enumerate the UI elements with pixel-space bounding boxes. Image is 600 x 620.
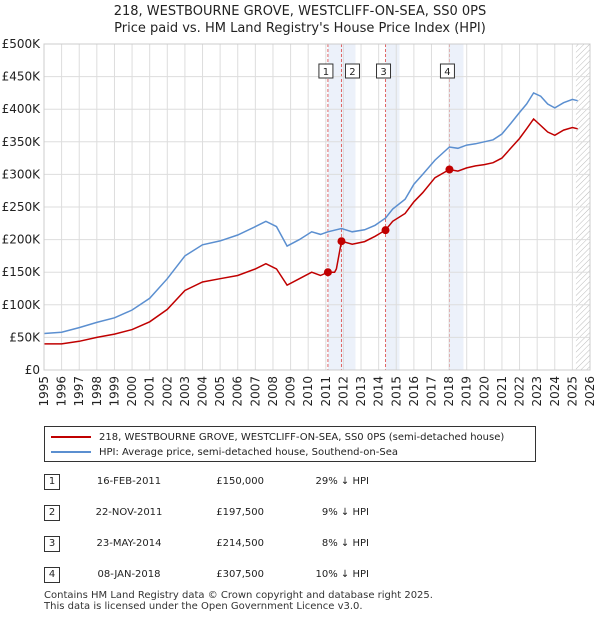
- sale-number-label: 1: [323, 67, 329, 78]
- table-row: 1 16-FEB-2011 £150,000 29% ↓ HPI: [44, 474, 564, 490]
- sale-point: [381, 226, 390, 235]
- y-tick-label: £250K: [2, 200, 42, 214]
- transaction-badge: 3: [44, 536, 60, 552]
- x-tick-label: 2022: [513, 376, 527, 407]
- chart-legend: 218, WESTBOURNE GROVE, WESTCLIFF-ON-SEA,…: [44, 426, 536, 462]
- x-tick-label: 1997: [72, 376, 86, 407]
- x-tick-label: 2020: [477, 376, 491, 407]
- y-tick-label: £350K: [2, 135, 42, 149]
- transaction-hpi-diff: 8% ↓ HPI: [321, 538, 369, 549]
- transaction-date: 08-JAN-2018: [97, 569, 161, 580]
- sale-number-box: [318, 63, 334, 79]
- transaction-badge: 2: [44, 505, 60, 521]
- x-tick-label: 2000: [125, 376, 139, 407]
- x-tick-label: 1996: [55, 376, 69, 407]
- x-tick-label: 2001: [143, 376, 157, 407]
- x-tick-label: 2017: [424, 376, 438, 407]
- x-tick-label: 2006: [231, 376, 245, 407]
- y-tick-label: £100K: [2, 298, 42, 312]
- x-tick-label: 2019: [460, 376, 474, 407]
- property-price-line: [44, 117, 578, 345]
- hpi-line: [43, 91, 578, 335]
- sale-point: [337, 237, 346, 246]
- x-tick-label: 2008: [266, 376, 280, 407]
- sale-point: [445, 165, 454, 174]
- x-tick-label: 1995: [37, 376, 51, 407]
- transaction-hpi-diff: 10% ↓ HPI: [315, 569, 369, 580]
- y-tick-label: £0: [25, 363, 40, 377]
- legend-item-hpi: HPI: Average price, semi-detached house,…: [51, 445, 398, 459]
- y-tick-label: £300K: [2, 167, 42, 181]
- transaction-date: 23-MAY-2014: [96, 538, 162, 549]
- x-tick-label: 2026: [583, 376, 597, 407]
- x-tick-label: 2003: [178, 376, 192, 407]
- x-tick-label: 2012: [336, 376, 350, 407]
- footer-copyright: Contains HM Land Registry data © Crown c…: [44, 590, 433, 601]
- chart-title: 218, WESTBOURNE GROVE, WESTCLIFF-ON-SEA,…: [113, 4, 487, 19]
- x-tick-label: 1998: [90, 376, 104, 407]
- sale-number-label: 3: [380, 67, 386, 78]
- y-tick-label: £50K: [9, 330, 41, 344]
- transaction-hpi-diff: 29% ↓ HPI: [315, 476, 369, 487]
- transaction-price: £214,500: [216, 538, 264, 549]
- x-tick-label: 2004: [196, 376, 210, 407]
- price-chart: 1 2 3 4 £0 £50K £100K £150K £200K £250K £300K £350…: [2, 37, 597, 407]
- x-tick-label: 2021: [495, 376, 509, 407]
- x-tick-label: 2010: [301, 376, 315, 407]
- y-tick-label: £200K: [2, 233, 42, 247]
- x-tick-label: 2002: [160, 376, 174, 407]
- plot-border: [43, 43, 591, 371]
- sale-point: [323, 268, 332, 277]
- x-tick-label: 2023: [530, 376, 544, 407]
- x-tick-label: 2013: [354, 376, 368, 407]
- x-tick-label: 2007: [248, 376, 262, 407]
- x-tick-label: 1999: [107, 376, 121, 407]
- table-row: 3 23-MAY-2014 £214,500 8% ↓ HPI: [44, 536, 564, 552]
- transaction-hpi-diff: 9% ↓ HPI: [321, 507, 369, 518]
- x-tick-label: 2016: [407, 376, 421, 407]
- x-tick-label: 2025: [565, 376, 579, 407]
- x-tick-label: 2011: [319, 376, 333, 407]
- x-tick-label: 2005: [213, 376, 227, 407]
- footer-license: This data is licensed under the Open Gov…: [44, 601, 363, 612]
- sale-number-label: 4: [444, 67, 450, 78]
- x-tick-label: 2015: [389, 376, 403, 407]
- transaction-price: £197,500: [216, 507, 264, 518]
- table-row: 2 22-NOV-2011 £197,500 9% ↓ HPI: [44, 505, 564, 521]
- transaction-date: 22-NOV-2011: [95, 507, 163, 518]
- transaction-price: £150,000: [216, 476, 264, 487]
- footer: Contains HM Land Registry data © Crown c…: [44, 590, 433, 612]
- sale-number-box: [344, 63, 360, 79]
- y-tick-label: £500K: [2, 37, 42, 51]
- x-tick-label: 2018: [442, 376, 456, 407]
- sale-number-box: [439, 63, 455, 79]
- transaction-badge: 1: [44, 474, 60, 490]
- sale-number-box: [376, 63, 392, 79]
- legend-item-property: 218, WESTBOURNE GROVE, WESTCLIFF-ON-SEA,…: [51, 430, 504, 444]
- y-tick-label: £450K: [2, 70, 42, 84]
- legend-label-property: 218, WESTBOURNE GROVE, WESTCLIFF-ON-SEA,…: [99, 431, 505, 443]
- x-tick-label: 2024: [548, 376, 562, 407]
- sale-number-label: 2: [349, 67, 355, 78]
- x-tick-label: 2014: [372, 376, 386, 407]
- transaction-badge: 4: [44, 567, 60, 583]
- legend-swatch-property: [51, 436, 91, 438]
- x-tick-label: 2009: [284, 376, 298, 407]
- legend-swatch-hpi: [51, 451, 91, 453]
- y-tick-label: £150K: [2, 265, 42, 279]
- transaction-date: 16-FEB-2011: [96, 476, 162, 487]
- table-row: 4 08-JAN-2018 £307,500 10% ↓ HPI: [44, 567, 564, 583]
- chart-subtitle: Price paid vs. HM Land Registry's House …: [114, 21, 486, 36]
- y-tick-label: £400K: [2, 102, 42, 116]
- legend-label-hpi: HPI: Average price, semi-detached house,…: [99, 446, 398, 458]
- transaction-price: £307,500: [216, 569, 264, 580]
